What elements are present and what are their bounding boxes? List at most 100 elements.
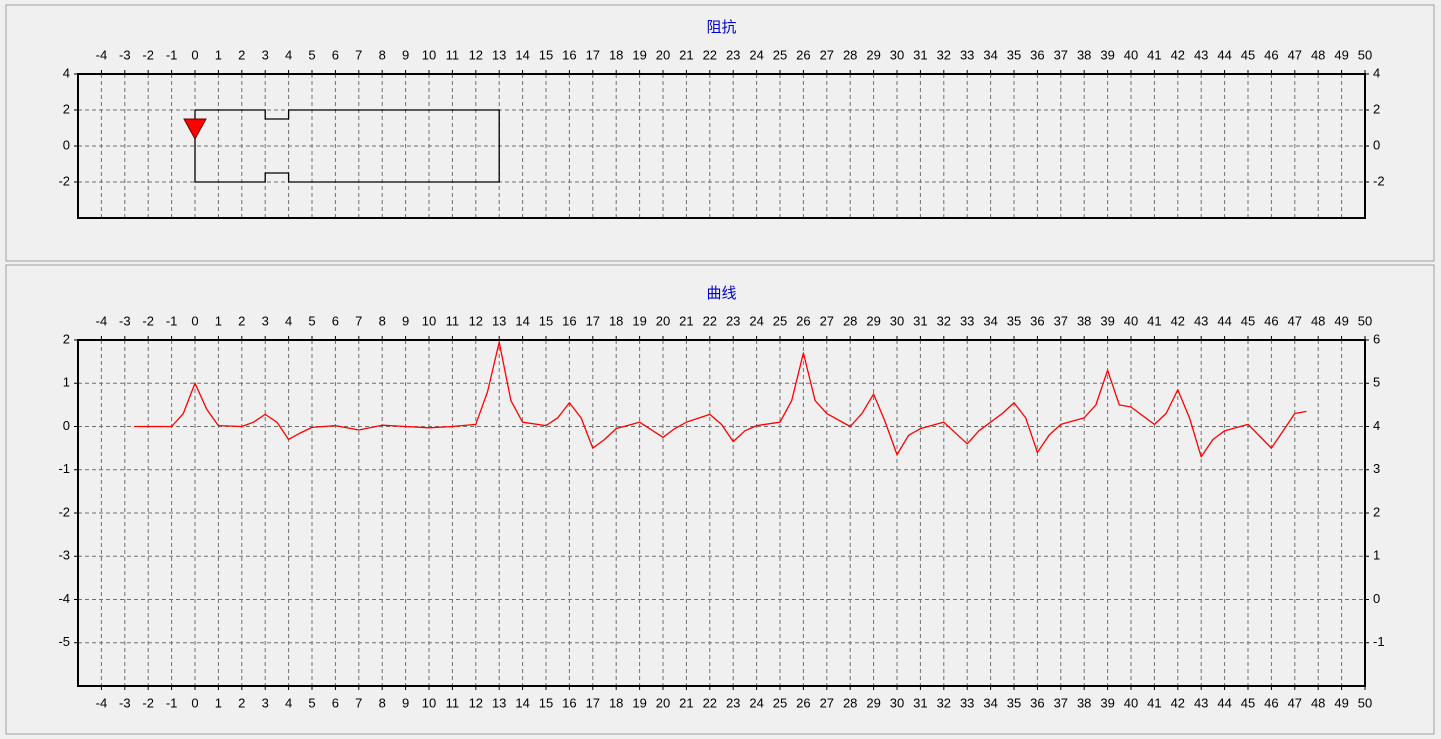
y-tick-label: 0: [63, 137, 70, 152]
x-tick-label: 11: [446, 47, 460, 62]
y2-tick-label: -2: [1373, 173, 1385, 188]
x-tick-label: 26: [796, 695, 810, 710]
x-tick-label: -1: [166, 47, 178, 62]
x-tick-label: -2: [142, 313, 154, 328]
x-tick-label: 15: [539, 313, 553, 328]
x-tick-label: 46: [1264, 313, 1278, 328]
x-tick-label: 15: [539, 47, 553, 62]
y-tick-label: -5: [58, 634, 70, 649]
x-tick-label: 10: [422, 695, 436, 710]
x-tick-label: 32: [937, 47, 951, 62]
x-tick-label: -2: [142, 695, 154, 710]
x-tick-label: 12: [469, 695, 483, 710]
x-tick-label: 11: [446, 695, 460, 710]
x-tick-label: 40: [1124, 313, 1138, 328]
x-tick-label: 23: [726, 47, 740, 62]
x-tick-label: 30: [890, 47, 904, 62]
x-tick-label: 7: [355, 47, 362, 62]
x-tick-label: 3: [262, 47, 269, 62]
x-tick-label: 2: [238, 47, 245, 62]
y2-tick-label: 2: [1373, 101, 1380, 116]
x-tick-label: 30: [890, 695, 904, 710]
panel: [5, 264, 1435, 735]
x-tick-label: 41: [1147, 695, 1161, 710]
x-tick-label: 22: [703, 695, 717, 710]
x-tick-label: 43: [1194, 313, 1208, 328]
x-tick-label: 29: [866, 695, 880, 710]
panel: [5, 4, 1435, 262]
x-tick-label: 41: [1147, 47, 1161, 62]
x-tick-label: 4: [285, 313, 292, 328]
x-tick-label: 0: [191, 313, 198, 328]
x-tick-label: -3: [119, 47, 131, 62]
x-tick-label: 12: [469, 313, 483, 328]
x-tick-label: 13: [492, 695, 506, 710]
x-tick-label: 17: [586, 695, 600, 710]
x-tick-label: 44: [1217, 47, 1231, 62]
x-tick-label: 7: [355, 695, 362, 710]
x-tick-label: 34: [983, 313, 997, 328]
x-tick-label: 5: [308, 313, 315, 328]
y-tick-label: 1: [63, 375, 70, 390]
x-tick-label: 16: [562, 313, 576, 328]
y-tick-label: 2: [63, 101, 70, 116]
x-tick-label: 9: [402, 313, 409, 328]
x-tick-label: 4: [285, 47, 292, 62]
x-tick-label: 49: [1334, 695, 1348, 710]
x-tick-label: 17: [586, 47, 600, 62]
x-tick-label: 2: [238, 313, 245, 328]
y-tick-label: -4: [58, 591, 70, 606]
x-tick-label: 6: [332, 313, 339, 328]
x-tick-label: 35: [1007, 47, 1021, 62]
x-tick-label: 36: [1030, 313, 1044, 328]
x-tick-label: 37: [1054, 47, 1068, 62]
x-tick-label: 25: [773, 313, 787, 328]
x-tick-label: 34: [983, 695, 997, 710]
y-tick-label: 4: [63, 65, 70, 80]
x-tick-label: 18: [609, 47, 623, 62]
x-tick-label: 48: [1311, 695, 1325, 710]
data-line: [134, 341, 1307, 458]
x-tick-label: 19: [632, 695, 646, 710]
x-tick-label: 37: [1054, 695, 1068, 710]
x-tick-label: 14: [515, 313, 529, 328]
x-tick-label: -4: [96, 695, 108, 710]
x-tick-label: 35: [1007, 313, 1021, 328]
x-tick-label: 20: [656, 47, 670, 62]
x-tick-label: 36: [1030, 47, 1044, 62]
x-tick-label: 10: [422, 313, 436, 328]
x-tick-label: 28: [843, 695, 857, 710]
x-tick-label: 0: [191, 695, 198, 710]
y2-tick-label: 2: [1373, 504, 1380, 519]
x-tick-label: 1: [215, 695, 222, 710]
x-tick-label: 7: [355, 313, 362, 328]
x-tick-label: 19: [632, 313, 646, 328]
y-tick-label: -2: [58, 504, 70, 519]
x-tick-label: 8: [379, 313, 386, 328]
x-tick-label: -2: [142, 47, 154, 62]
y-tick-label: -2: [58, 173, 70, 188]
x-tick-label: 5: [308, 695, 315, 710]
x-tick-label: 2: [238, 695, 245, 710]
y2-tick-label: 5: [1373, 375, 1380, 390]
x-tick-label: -3: [119, 313, 131, 328]
x-tick-label: 24: [749, 695, 763, 710]
x-tick-label: 29: [866, 47, 880, 62]
x-tick-label: 36: [1030, 695, 1044, 710]
x-tick-label: 21: [679, 695, 693, 710]
x-tick-label: 8: [379, 695, 386, 710]
x-tick-label: 14: [515, 695, 529, 710]
x-tick-label: 13: [492, 313, 506, 328]
marker: [183, 118, 207, 141]
y2-tick-label: 0: [1373, 137, 1380, 152]
y2-tick-label: -1: [1373, 634, 1385, 649]
x-tick-label: 33: [960, 47, 974, 62]
y2-tick-label: 1: [1373, 548, 1380, 563]
data-line: [194, 109, 500, 183]
x-tick-label: 22: [703, 313, 717, 328]
x-tick-label: 43: [1194, 47, 1208, 62]
x-tick-label: 10: [422, 47, 436, 62]
chart-title: 曲线: [706, 285, 736, 302]
